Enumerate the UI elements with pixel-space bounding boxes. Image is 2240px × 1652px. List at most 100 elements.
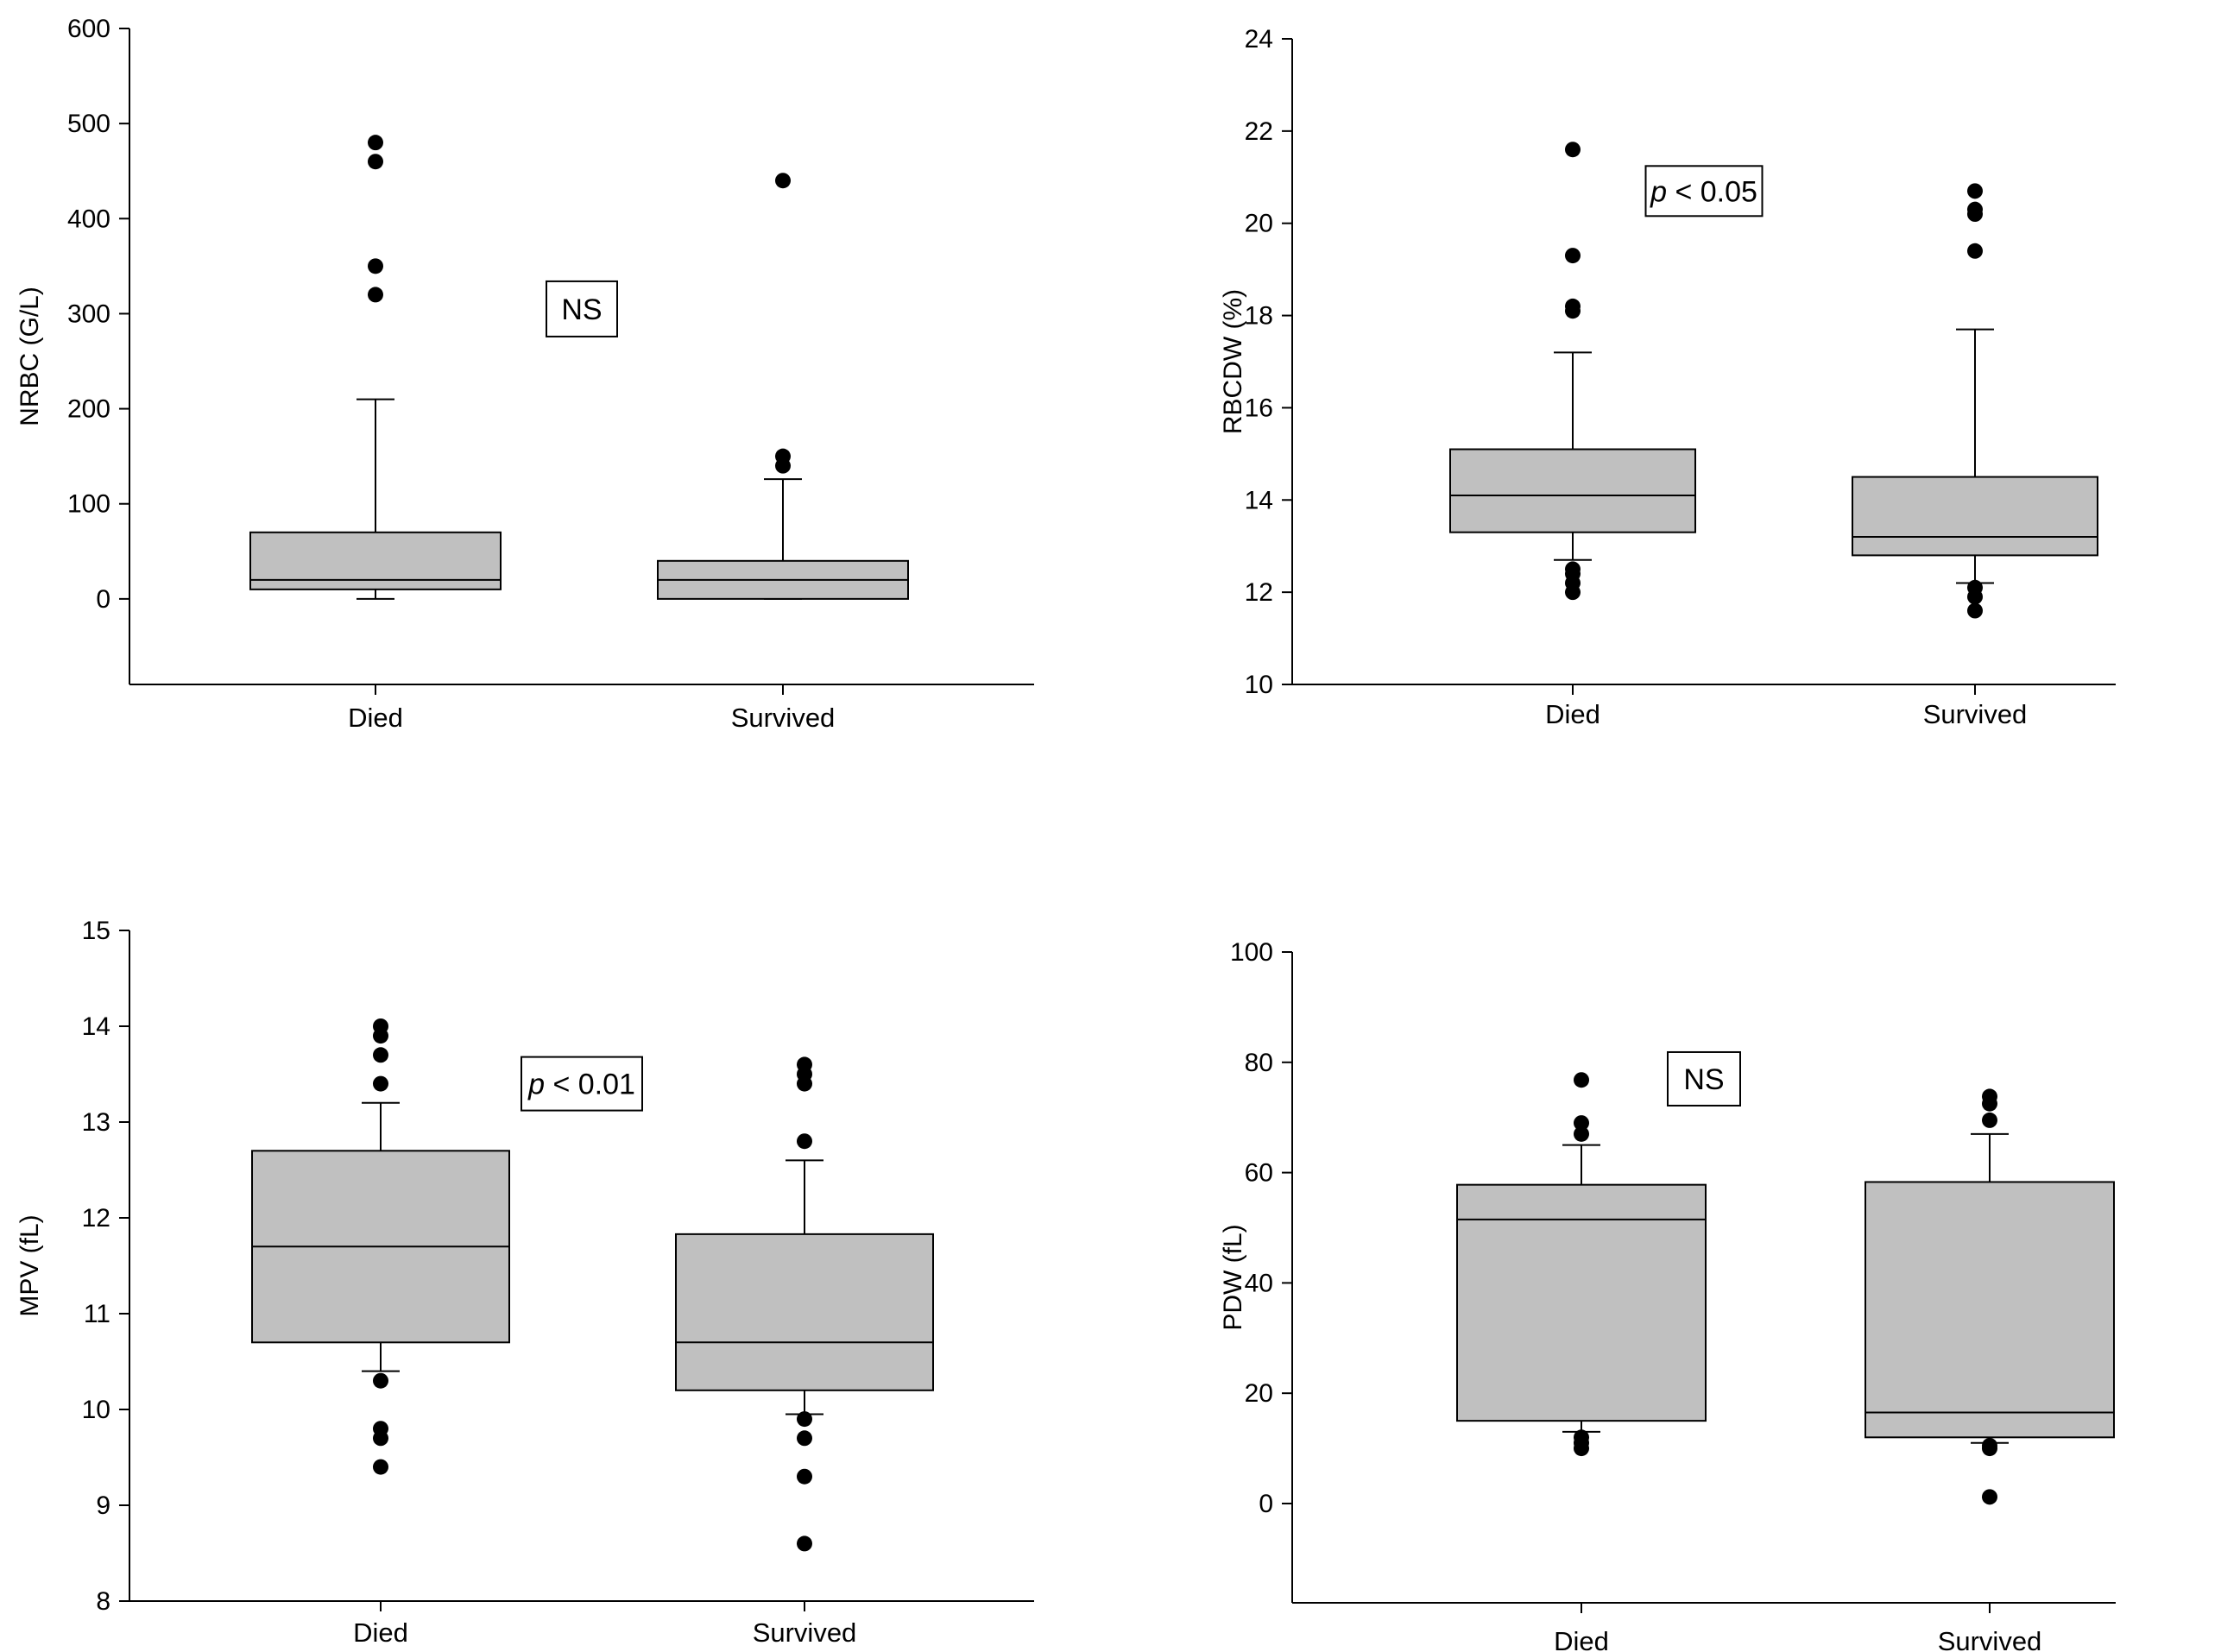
outlier-point: [373, 1430, 388, 1447]
significance-text: NS: [561, 293, 602, 326]
y-tick-label: 20: [1245, 210, 1273, 238]
box-died: [1456, 1072, 1707, 1457]
outlier-point: [373, 1028, 388, 1044]
x-tick-label: Died: [353, 1617, 408, 1648]
x-tick-label: Died: [1545, 699, 1600, 729]
y-tick-label: 0: [1259, 1490, 1273, 1518]
y-tick-label: 500: [67, 110, 110, 138]
outlier-point: [368, 258, 383, 274]
box-survived: [657, 173, 909, 600]
y-tick-label: 12: [82, 1204, 110, 1233]
y-tick-label: 14: [1245, 486, 1273, 514]
outlier-point: [797, 1535, 812, 1552]
outlier-point: [1565, 142, 1581, 158]
significance-label: NS: [1667, 1050, 1741, 1107]
outlier-point: [368, 154, 383, 170]
significance-text: p < 0.01: [527, 1069, 635, 1101]
outlier-point: [368, 135, 383, 151]
significance-value: NS: [1683, 1063, 1724, 1096]
y-tick-label: 80: [1245, 1049, 1273, 1077]
x-tick-label: Died: [348, 703, 403, 733]
y-tick-label: 10: [1245, 671, 1273, 699]
chart-panel-4: 0 20 40 60 80 100 Died Survived PDW (fL) NS: [1219, 938, 2116, 1652]
y-tick-label: 20: [1245, 1379, 1273, 1408]
outlier-point: [1982, 1441, 1997, 1457]
outlier-point: [373, 1459, 388, 1475]
outlier-point: [373, 1372, 388, 1389]
y-tick-label: 100: [1230, 938, 1273, 967]
y-tick-label: 0: [96, 585, 110, 614]
p-symbol: p: [1650, 175, 1667, 208]
outlier-point: [797, 1075, 812, 1092]
outlier-point: [797, 1411, 812, 1428]
y-tick-label: 16: [1245, 394, 1273, 422]
significance-label: NS: [546, 280, 618, 337]
significance-box: [1644, 165, 1764, 218]
x-tick-label: Died: [1554, 1626, 1609, 1652]
significance-label: p < 0.01: [521, 1056, 643, 1112]
y-tick-label: 300: [67, 300, 110, 328]
y-axis-title: NRBC (G/L): [16, 287, 44, 426]
outlier-point: [1967, 589, 1983, 605]
y-tick-label: 40: [1245, 1269, 1273, 1297]
significance-text: NS: [1683, 1063, 1724, 1096]
outlier-point: [775, 173, 791, 189]
box-iqr: [1852, 476, 2098, 557]
y-tick-label: 600: [67, 15, 110, 43]
x-tick-label: Survived: [1923, 699, 2028, 729]
chart-panel-2: 10 12 14 16 18 20 22 24 Died Survived RBCDW (%) p <…: [1219, 25, 2116, 729]
y-tick-label: 13: [82, 1108, 110, 1137]
y-tick-label: 100: [67, 490, 110, 519]
significance-text: p < 0.05: [1650, 175, 1757, 208]
y-axis-title: MPV (fL): [16, 1214, 44, 1316]
outlier-point: [1565, 248, 1581, 264]
y-tick-label: 18: [1245, 302, 1273, 331]
significance-value: NS: [561, 293, 602, 326]
box-iqr: [1865, 1181, 2115, 1439]
outlier-point: [1982, 1112, 1997, 1128]
y-tick-label: 400: [67, 205, 110, 233]
box-survived: [675, 1056, 934, 1552]
outlier-point: [1967, 183, 1983, 199]
y-tick-label: 9: [96, 1491, 110, 1520]
outlier-point: [1574, 1441, 1589, 1457]
outlier-point: [373, 1047, 388, 1063]
significance-label: p < 0.05: [1644, 165, 1764, 218]
outlier-point: [1967, 243, 1983, 259]
outlier-point: [1982, 1489, 1997, 1505]
outlier-point: [1565, 303, 1581, 319]
y-tick-label: 60: [1245, 1159, 1273, 1188]
significance-box: [1667, 1050, 1741, 1107]
outlier-point: [797, 1133, 812, 1150]
significance-box: [546, 280, 618, 337]
box-survived: [1865, 1088, 2115, 1505]
box-iqr: [675, 1233, 934, 1391]
y-axis-title: PDW (fL): [1219, 1224, 1247, 1330]
y-tick-label: 10: [82, 1396, 110, 1424]
p-symbol: p: [527, 1069, 545, 1101]
outlier-point: [1574, 1126, 1589, 1142]
y-tick-label: 22: [1245, 117, 1273, 146]
significance-value: < 0.01: [545, 1069, 635, 1101]
box-survived: [1852, 183, 2098, 619]
box-iqr: [1449, 448, 1696, 533]
outlier-point: [1574, 1115, 1589, 1132]
outlier-point: [1565, 584, 1581, 601]
y-tick-label: 15: [82, 917, 110, 945]
outlier-point: [775, 457, 791, 474]
y-tick-label: 8: [96, 1587, 110, 1616]
chart-panel-1: 0 100 200 300 400 500 600 Died Survived NRBC (G/L…: [16, 15, 1034, 733]
outlier-point: [1574, 1072, 1589, 1088]
y-tick-label: 12: [1245, 578, 1273, 607]
outlier-point: [1967, 602, 1983, 619]
y-tick-label: 11: [84, 1300, 110, 1328]
box-died: [249, 135, 502, 600]
box-iqr: [1456, 1183, 1707, 1422]
outlier-point: [368, 287, 383, 303]
box-died: [1449, 142, 1696, 601]
outlier-point: [373, 1075, 388, 1092]
y-tick-label: 200: [67, 395, 110, 424]
outlier-point: [1982, 1095, 1997, 1112]
y-tick-label: 14: [82, 1012, 110, 1041]
